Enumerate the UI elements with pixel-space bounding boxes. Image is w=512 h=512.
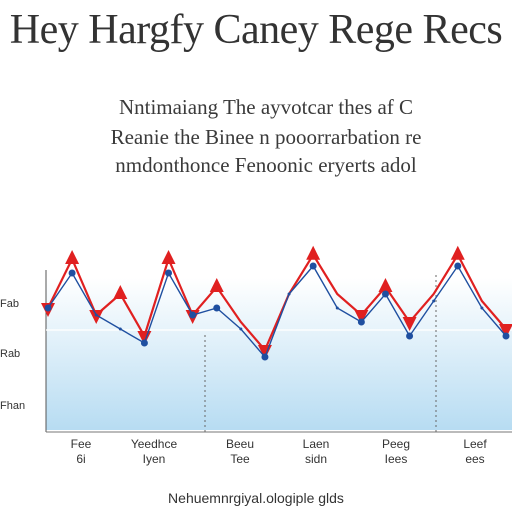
series-point-2 bbox=[357, 318, 365, 326]
series-point-2 bbox=[189, 311, 197, 319]
peak-arrow-marker bbox=[378, 278, 393, 292]
trough-arrow-marker bbox=[402, 317, 417, 331]
series-point-2 bbox=[213, 304, 221, 312]
series-point-2 bbox=[287, 292, 291, 296]
series-point-2 bbox=[94, 313, 98, 317]
series-point-2 bbox=[165, 269, 173, 277]
peak-arrow-marker bbox=[65, 250, 80, 264]
series-point-2 bbox=[44, 304, 52, 312]
y-tick-label: Fhan bbox=[0, 400, 26, 412]
chart-subtitle-line-2: Reanie the Binee n pooorrarbation re bbox=[110, 125, 422, 149]
series-point-2 bbox=[432, 299, 436, 303]
chart-subtitle-line-1: Nntimaiang The ayvotcar thes af C bbox=[118, 95, 414, 119]
chart-subtitle-line-3: nmdonthonce Fenoonic eryerts adol bbox=[115, 153, 417, 177]
y-tick-label: Rab bbox=[0, 348, 21, 360]
chart-title: Hey Hargfy Caney Rege Recs bbox=[9, 7, 503, 53]
x-tick-label: Beeu Tee bbox=[225, 437, 255, 466]
peak-arrow-marker bbox=[209, 278, 224, 292]
series-point-2 bbox=[406, 332, 414, 340]
peak-arrow-marker bbox=[450, 245, 465, 260]
x-axis-label: Nehuemnrgiyal.ologiple glds bbox=[168, 490, 344, 506]
series-point-2 bbox=[239, 327, 243, 331]
peak-arrow-marker bbox=[113, 285, 128, 299]
series-point-2 bbox=[480, 306, 484, 310]
series-point-2 bbox=[502, 332, 510, 340]
series-line-1 bbox=[47, 252, 507, 353]
x-tick-label: Leef ees bbox=[463, 437, 487, 466]
peak-arrow-marker bbox=[161, 250, 176, 264]
series-point-2 bbox=[381, 290, 389, 298]
x-tick-label: Laen sidn bbox=[302, 437, 330, 466]
y-tick-label: Fab bbox=[0, 298, 19, 310]
series-point-2 bbox=[68, 269, 76, 277]
series-line-2 bbox=[47, 264, 507, 359]
x-tick-label: Peeg Iees bbox=[381, 437, 411, 466]
x-tick-label: Yeedhce Iyen bbox=[130, 437, 178, 466]
x-tick-label: Fee 6i bbox=[70, 437, 92, 466]
trough-arrow-marker bbox=[354, 310, 369, 324]
series-point-2 bbox=[118, 327, 122, 331]
plot-area bbox=[46, 278, 512, 430]
series-point-2 bbox=[309, 262, 317, 270]
trough-arrow-marker bbox=[89, 310, 104, 324]
series-point-2 bbox=[335, 306, 339, 310]
series-point-2 bbox=[140, 339, 148, 347]
series-point-2 bbox=[261, 353, 269, 361]
series-point-2 bbox=[454, 262, 462, 270]
peak-arrow-marker bbox=[306, 245, 321, 260]
trough-arrow-marker bbox=[499, 324, 512, 338]
